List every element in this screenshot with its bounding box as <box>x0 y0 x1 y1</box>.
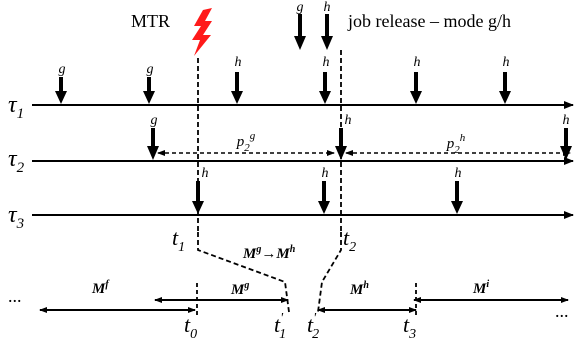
timeline-ellipsis-left: ... <box>8 286 22 306</box>
job-release-legend-text: job release – mode g/h <box>347 11 511 31</box>
mode-h-label: Mh <box>349 280 369 298</box>
mode-i-label: Mi <box>472 279 489 297</box>
legend-arrow-g <box>294 14 306 50</box>
tau1-label: τ1 <box>8 92 24 122</box>
t2-label: t2 <box>343 225 356 255</box>
t2-projection-dashed <box>317 232 342 313</box>
t1-label: t1 <box>172 225 185 255</box>
tau1-release-arrow: h <box>410 55 422 104</box>
svg-text:h: h <box>235 55 242 70</box>
tau3-release-arrow: h <box>451 166 463 214</box>
timeline-ellipsis-right: ... <box>555 301 569 321</box>
tau1-release-arrow: g <box>55 62 67 104</box>
transition-label: Mg→Mh <box>242 244 296 262</box>
tau3-label: τ3 <box>8 202 24 232</box>
t3-label: t3 <box>403 312 416 342</box>
svg-text:h: h <box>322 166 329 181</box>
t1-prime-label: t' 1 <box>274 311 286 342</box>
svg-text:h: h <box>414 55 421 70</box>
tau1-release-arrow: h <box>231 55 243 104</box>
svg-text:g: g <box>59 62 66 77</box>
tau2-release-arrow: h <box>335 113 352 160</box>
svg-text:h: h <box>563 113 570 128</box>
tau2-release-arrow: g <box>147 113 159 160</box>
svg-text:h: h <box>323 55 330 70</box>
tau2-label: τ2 <box>8 146 25 176</box>
svg-text:h: h <box>345 113 352 128</box>
tau3-release-arrow: h <box>318 166 330 214</box>
legend-arrow-h <box>321 14 333 50</box>
legend-arrow-h-label: h <box>324 0 331 15</box>
period-p2g-label: p2g <box>236 130 256 154</box>
tau1-release-arrow: h <box>319 55 331 104</box>
svg-text:g: g <box>151 113 158 128</box>
t2-prime-label: t' 2 <box>307 311 319 342</box>
lightning-icon <box>192 8 212 56</box>
mode-f-label: Mf <box>91 279 110 297</box>
svg-text:h: h <box>202 166 209 181</box>
tau3-release-arrow: h <box>192 166 209 214</box>
mtr-label: MTR <box>131 11 170 31</box>
period-p2h-label: p2h <box>446 132 466 156</box>
t1-projection-dashed <box>197 232 290 313</box>
t0-label: t0 <box>184 312 197 342</box>
mode-g-label: Mg <box>230 280 249 298</box>
tau1-release-arrow: h <box>499 55 511 104</box>
svg-text:g: g <box>147 62 154 77</box>
svg-text:h: h <box>455 166 462 181</box>
legend-arrow-g-label: g <box>297 0 304 15</box>
tau1-release-arrow: g <box>143 62 155 104</box>
svg-text:h: h <box>503 55 510 70</box>
